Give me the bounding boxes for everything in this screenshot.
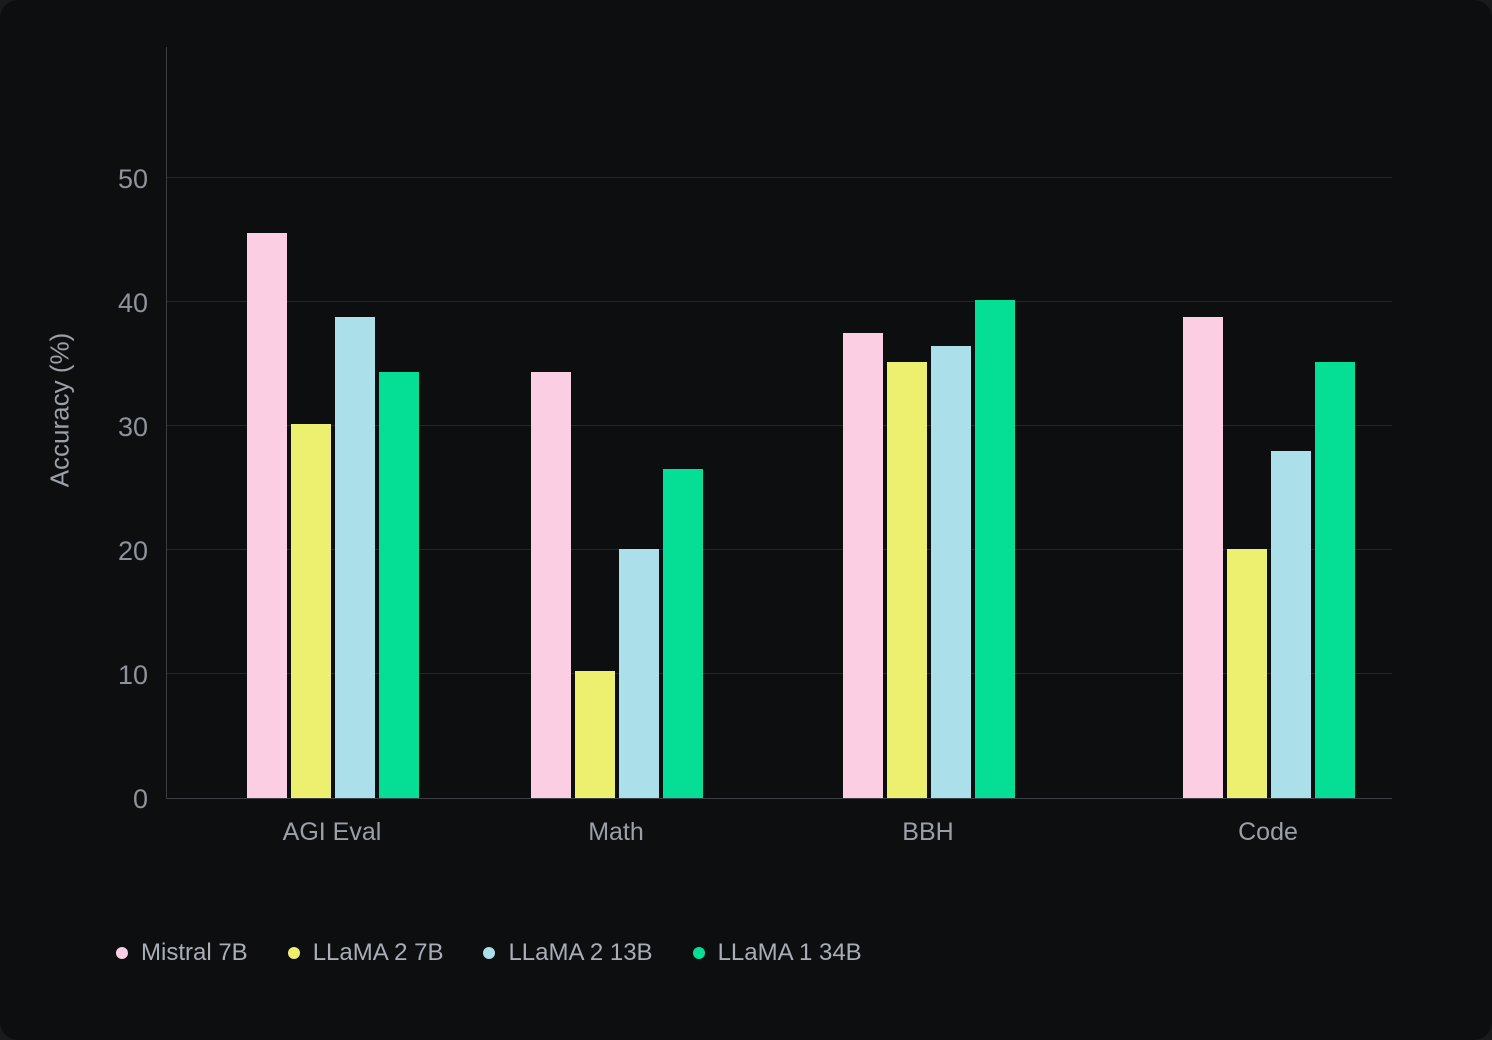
legend-swatch-llama-2-13b: [483, 947, 496, 959]
bar-llama-2-13b-bbh: [931, 346, 971, 798]
y-tick-50: 50: [117, 163, 148, 194]
y-tick-0: 0: [132, 784, 148, 814]
legend-label: LLaMA 1 34B: [717, 939, 862, 966]
bar-llama-2-13b-math: [619, 548, 659, 798]
legend-item-llama-1-34b[interactable]: LLaMA 1 34B: [692, 939, 862, 967]
legend: Mistral 7B LLaMA 2 7B LLaMA 2 13B LLaMA 1 3…: [116, 938, 862, 968]
bar-llama-1-34b-code: [1315, 362, 1355, 798]
bar-group-agi-eval: [247, 47, 419, 798]
bar-mistral-7b-agi-eval: [247, 233, 287, 798]
legend-label: LLaMA 2 13B: [508, 939, 653, 966]
legend-item-mistral-7b[interactable]: Mistral 7B: [116, 939, 248, 967]
legend-label: LLaMA 2 7B: [312, 939, 444, 966]
bar-llama-2-7b-math: [575, 671, 615, 798]
bar-mistral-7b-bbh: [843, 332, 883, 798]
gridline-40: [167, 300, 1392, 302]
x-axis-labels: AGI Eval Math BBH Code: [166, 818, 1392, 850]
x-label-bbh: BBH: [902, 818, 954, 846]
gridline-50: [167, 176, 1392, 178]
gridline-10: [167, 672, 1392, 674]
gridline-20: [167, 548, 1392, 550]
bar-group-bbh: [843, 47, 1015, 798]
bar-llama-2-7b-agi-eval: [291, 424, 331, 798]
legend-label: Mistral 7B: [141, 939, 248, 966]
x-label-agi-eval: AGI Eval: [282, 818, 382, 846]
gridline-30: [167, 424, 1392, 426]
legend-swatch-llama-2-7b: [287, 947, 300, 959]
bar-mistral-7b-code: [1183, 316, 1223, 798]
y-tick-20: 20: [117, 535, 148, 566]
y-tick-30: 30: [117, 411, 148, 442]
bar-llama-1-34b-agi-eval: [379, 372, 419, 798]
plot-area: [166, 47, 1392, 799]
bar-llama-2-7b-code: [1227, 548, 1267, 798]
bar-llama-1-34b-math: [663, 469, 703, 798]
bar-mistral-7b-math: [531, 372, 571, 798]
bar-llama-1-34b-bbh: [975, 300, 1015, 798]
legend-item-llama-2-7b[interactable]: LLaMA 2 7B: [287, 939, 444, 967]
x-label-code: Code: [1238, 818, 1298, 846]
bar-llama-2-13b-agi-eval: [335, 316, 375, 798]
bar-llama-2-7b-bbh: [887, 362, 927, 798]
y-axis-ticks: 0 10 20 30 40 50: [0, 47, 148, 813]
y-tick-10: 10: [117, 659, 148, 690]
legend-swatch-mistral-7b: [116, 947, 128, 959]
x-label-math: Math: [588, 818, 644, 846]
bar-group-code: [1183, 47, 1355, 798]
legend-swatch-llama-1-34b: [692, 947, 705, 959]
bar-llama-2-13b-code: [1271, 450, 1311, 798]
bar-group-math: [531, 47, 703, 798]
y-tick-40: 40: [117, 287, 148, 318]
legend-item-llama-2-13b[interactable]: LLaMA 2 13B: [483, 939, 653, 967]
